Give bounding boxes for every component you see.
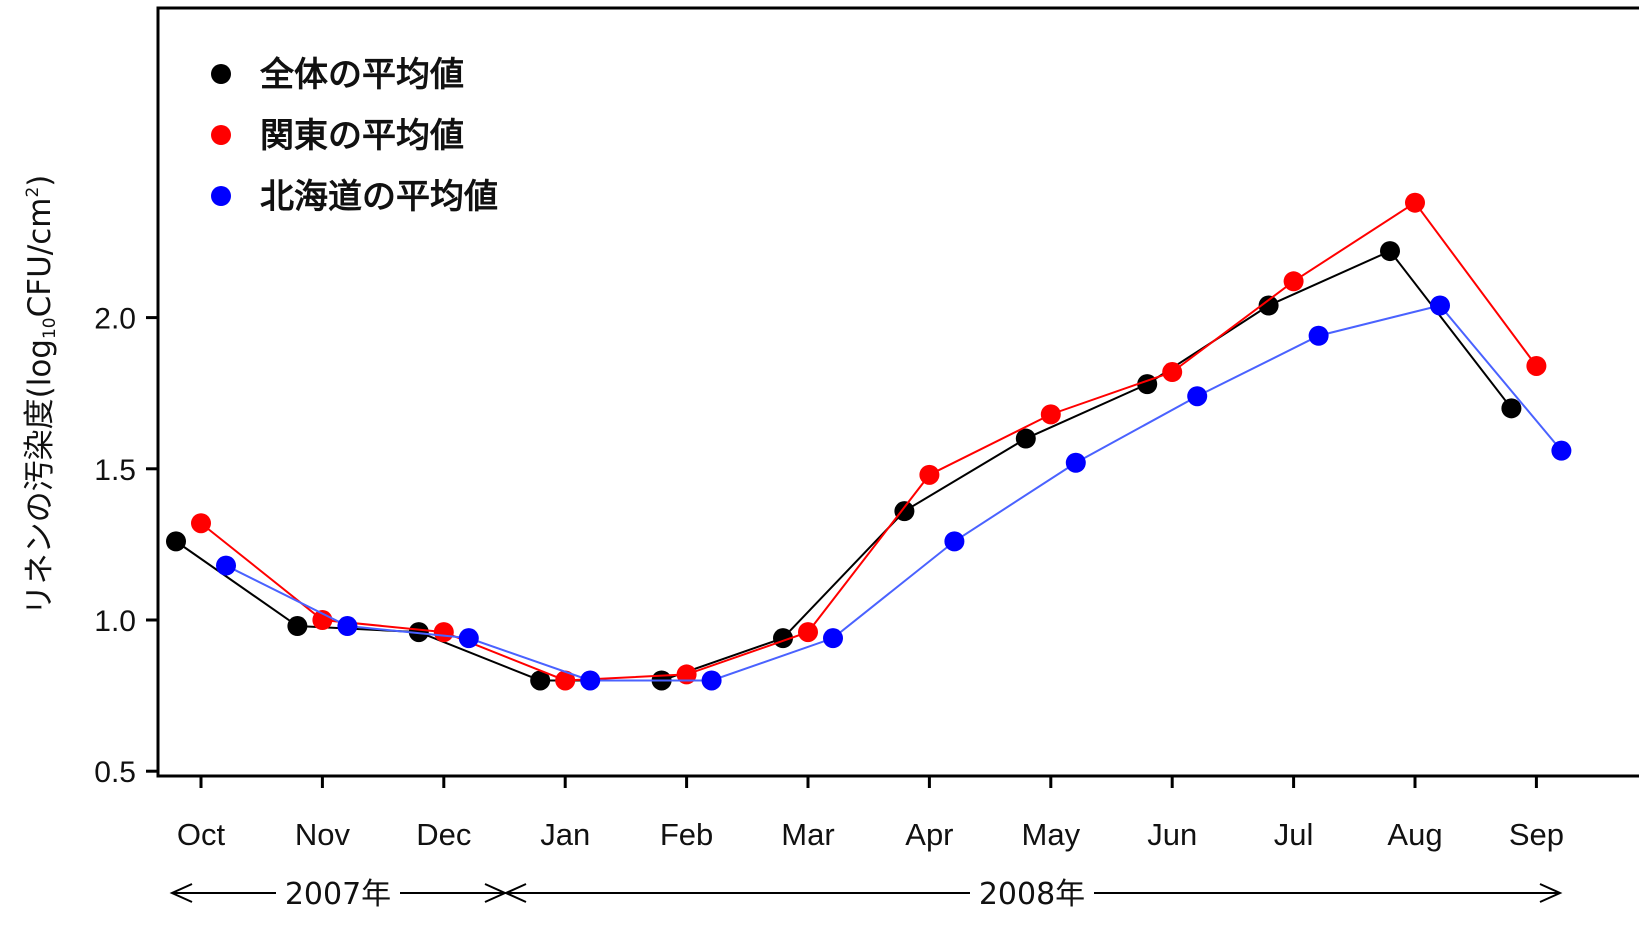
- data-point: [1015, 428, 1036, 449]
- y-axis-label: リネンの汚染度(log10CFU/cm2): [22, 175, 60, 616]
- y-tick-label: 2.0: [94, 303, 136, 336]
- x-tick-label: Jan: [540, 817, 590, 852]
- data-point: [1405, 192, 1425, 213]
- x-tick-label: Jul: [1274, 817, 1314, 852]
- year-label: 2008年: [979, 877, 1085, 912]
- legend-label: 北海道の平均値: [260, 177, 498, 217]
- y-tick-label: 1.0: [94, 605, 136, 638]
- data-point: [458, 628, 479, 649]
- x-tick-label: Oct: [177, 817, 226, 852]
- data-point: [433, 622, 454, 643]
- x-tick-label: Apr: [905, 817, 953, 852]
- x-tick-label: Feb: [660, 817, 713, 852]
- y-axis-ticks: 0.5 1.0 1.5 2.0: [94, 303, 158, 789]
- data-point: [944, 531, 965, 552]
- data-point: [1283, 271, 1304, 292]
- year-row: 2007年 2008年: [169, 877, 1563, 912]
- data-point: [919, 464, 940, 485]
- data-point: [894, 501, 915, 522]
- data-point: [1551, 440, 1572, 461]
- series-0: [166, 241, 1522, 691]
- data-point: [216, 555, 236, 576]
- legend-marker: [211, 186, 231, 206]
- data-point: [1380, 241, 1400, 262]
- data-point: [1501, 398, 1522, 419]
- series-line: [225, 304, 1563, 682]
- x-tick-label: Aug: [1387, 817, 1442, 852]
- series-layer: [166, 192, 1572, 691]
- plot-frame: [156, 6, 1639, 778]
- year-arrow-head: [503, 883, 527, 903]
- y-tick-label: 1.5: [94, 454, 136, 487]
- series-1: [191, 192, 1547, 691]
- legend-label: 関東の平均値: [260, 116, 464, 156]
- data-point: [676, 664, 697, 685]
- data-point: [1258, 295, 1279, 316]
- data-point: [701, 670, 722, 691]
- data-point: [798, 622, 818, 643]
- series-2: [216, 295, 1572, 691]
- data-point: [287, 616, 308, 637]
- x-tick-label: May: [1022, 817, 1081, 852]
- x-tick-label: Jun: [1147, 817, 1197, 852]
- data-point: [555, 670, 576, 691]
- x-axis-ticks: Oct Nov Dec Jan Feb Mar Apr May Jun Jul Aug Sep: [177, 776, 1564, 852]
- data-point: [1040, 404, 1061, 425]
- legend-marker: [211, 125, 231, 145]
- data-point: [408, 622, 429, 643]
- legend-marker: [211, 64, 231, 84]
- data-point: [191, 513, 211, 534]
- data-point: [337, 616, 358, 637]
- data-point: [823, 628, 843, 649]
- year-label: 2007年: [285, 877, 391, 912]
- x-tick-label: Sep: [1509, 817, 1564, 852]
- data-point: [1187, 386, 1208, 407]
- legend-label: 全体の平均値: [259, 55, 464, 95]
- data-point: [580, 670, 601, 691]
- series-line: [175, 249, 1513, 682]
- x-tick-label: Mar: [781, 817, 834, 852]
- data-point: [530, 670, 551, 691]
- x-tick-label: Nov: [295, 817, 351, 852]
- data-point: [1526, 355, 1547, 376]
- year-arrow-head: [169, 883, 193, 903]
- data-point: [1430, 295, 1450, 316]
- x-tick-label: Dec: [416, 817, 471, 852]
- y-tick-label: 0.5: [94, 756, 136, 789]
- data-point: [1162, 362, 1183, 383]
- year-arrow-head: [1539, 883, 1563, 903]
- data-point: [1308, 325, 1329, 346]
- data-point: [1065, 452, 1086, 473]
- series-line: [200, 201, 1538, 682]
- data-point: [166, 531, 186, 552]
